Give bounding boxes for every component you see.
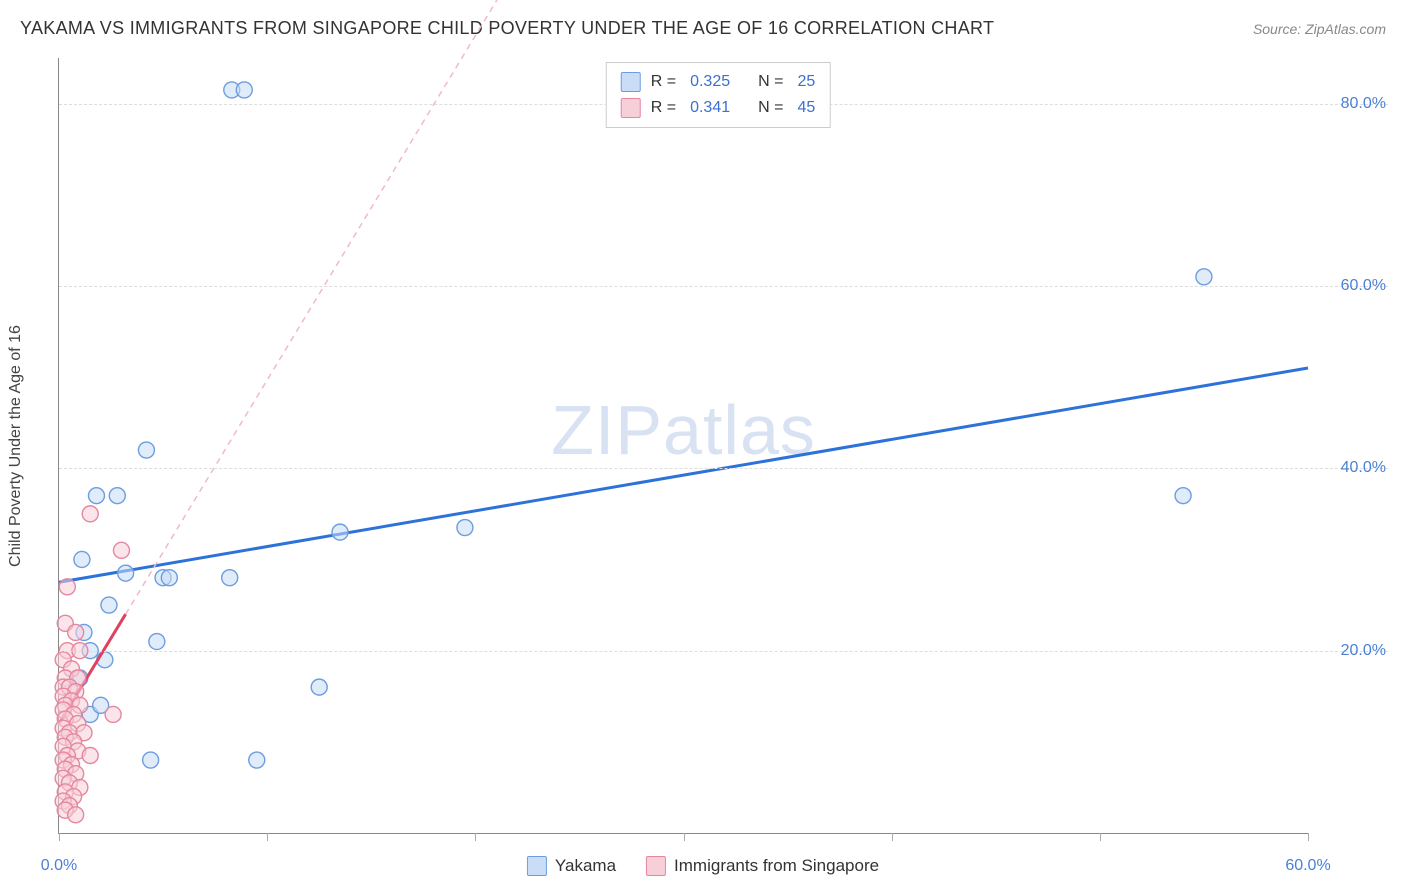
gridline-h (59, 468, 1388, 469)
x-tick (267, 833, 268, 841)
x-tick (892, 833, 893, 841)
y-axis-label: Child Poverty Under the Age of 16 (7, 325, 25, 567)
plot-area: ZIPatlas 20.0%40.0%60.0%80.0%0.0%60.0% (58, 58, 1308, 834)
chart-container: Child Poverty Under the Age of 16 ZIPatl… (48, 58, 1388, 834)
source-label: Source: ZipAtlas.com (1253, 21, 1386, 37)
y-tick-label: 20.0% (1341, 642, 1386, 660)
legend-row: R = 0.325 N = 25 (621, 69, 816, 95)
x-tick (1308, 833, 1309, 841)
chart-header: YAKAMA VS IMMIGRANTS FROM SINGAPORE CHIL… (0, 0, 1406, 47)
x-tick (1100, 833, 1101, 841)
x-tick (475, 833, 476, 841)
r-label: R = (651, 99, 676, 117)
legend-item: Yakama (527, 856, 616, 876)
correlation-legend: R = 0.325 N = 25 R = 0.341 N = 45 (606, 62, 831, 128)
y-tick-label: 80.0% (1341, 95, 1386, 113)
n-label: N = (758, 73, 783, 91)
r-label: R = (651, 73, 676, 91)
legend-item: Immigrants from Singapore (646, 856, 879, 876)
chart-title: YAKAMA VS IMMIGRANTS FROM SINGAPORE CHIL… (20, 18, 994, 39)
y-tick-label: 60.0% (1341, 277, 1386, 295)
legend-row: R = 0.341 N = 45 (621, 95, 816, 121)
r-value: 0.341 (690, 99, 730, 117)
x-tick-label: 0.0% (41, 857, 77, 875)
x-tick (684, 833, 685, 841)
scatter-svg (59, 58, 1308, 833)
x-tick (59, 833, 60, 841)
gridline-h (59, 651, 1388, 652)
legend-swatch-icon (646, 856, 666, 876)
legend-label: Immigrants from Singapore (674, 856, 879, 876)
legend-label: Yakama (555, 856, 616, 876)
gridline-h (59, 286, 1388, 287)
n-label: N = (758, 99, 783, 117)
legend-swatch-icon (621, 72, 641, 92)
x-tick-label: 60.0% (1285, 857, 1330, 875)
y-tick-label: 40.0% (1341, 459, 1386, 477)
r-value: 0.325 (690, 73, 730, 91)
n-value: 25 (797, 73, 815, 91)
n-value: 45 (797, 99, 815, 117)
series-legend: Yakama Immigrants from Singapore (527, 856, 879, 876)
legend-swatch-icon (621, 98, 641, 118)
legend-swatch-icon (527, 856, 547, 876)
